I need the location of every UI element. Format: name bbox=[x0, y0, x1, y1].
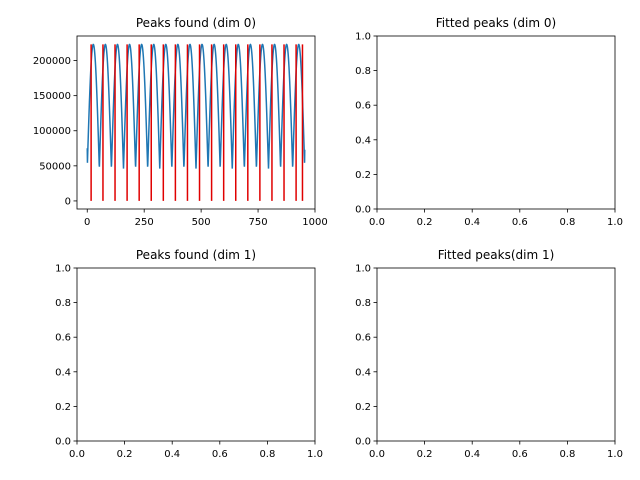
axes-frame bbox=[76, 267, 316, 442]
x-tick-label: 0.6 bbox=[212, 449, 228, 460]
x-tick-label: 0.0 bbox=[369, 449, 385, 460]
y-tick-label: 0.4 bbox=[355, 367, 371, 378]
x-tick-label: 250 bbox=[135, 217, 154, 228]
x-tick-label: 750 bbox=[249, 217, 268, 228]
x-tick-label: 500 bbox=[192, 217, 211, 228]
y-tick-label: 0.0 bbox=[355, 437, 371, 448]
y-tick-label: 0.6 bbox=[355, 333, 371, 344]
x-tick-label: 0.2 bbox=[417, 449, 433, 460]
y-tick-label: 0.8 bbox=[355, 298, 371, 309]
y-tick-label: 50000 bbox=[39, 161, 71, 172]
x-tick-label: 0.4 bbox=[164, 449, 180, 460]
axes-fitted-peaks-dim0: 0.0 0.2 0.4 0.6 0.8 1.0 0.0 0.2 0.4 0.6 0.8 1.0 bbox=[355, 32, 623, 229]
y-tick-label: 0.6 bbox=[355, 101, 371, 112]
x-tick-label: 0.6 bbox=[512, 449, 528, 460]
subplot-title: Peaks found (dim 1) bbox=[136, 248, 256, 262]
x-tick-label: 1.0 bbox=[307, 449, 323, 460]
y-tick-label: 0.2 bbox=[55, 402, 71, 413]
y-tick-label: 0.8 bbox=[55, 298, 71, 309]
axes-fitted-peaks-dim1: 0.0 0.2 0.4 0.6 0.8 1.0 0.0 0.2 0.4 0.6 0.8 1.0 bbox=[355, 264, 623, 461]
subplot-title: Fitted peaks (dim 0) bbox=[436, 16, 556, 30]
y-tick-label: 1.0 bbox=[55, 264, 71, 275]
x-tick-label: 0.8 bbox=[259, 449, 275, 460]
x-tick-label: 0.8 bbox=[559, 217, 575, 228]
axes-frame bbox=[376, 35, 616, 210]
x-tick-label: 0.0 bbox=[69, 449, 85, 460]
y-tick-label: 0.2 bbox=[355, 170, 371, 181]
x-tick-label: 0.0 bbox=[369, 217, 385, 228]
y-tick-label: 200000 bbox=[33, 56, 71, 67]
y-tick-label: 150000 bbox=[33, 91, 71, 102]
axes-peaks-found-dim1: 0.0 0.2 0.4 0.6 0.8 1.0 0.0 0.2 0.4 0.6 0.8 1.0 bbox=[55, 264, 323, 461]
y-tick-label: 1.0 bbox=[355, 32, 371, 43]
axes-peaks-found-dim0: 0 250 500 750 1000 0 50000 100000 150000 200000 bbox=[33, 35, 328, 228]
y-tick-label: 0.6 bbox=[55, 333, 71, 344]
signal-line bbox=[86, 43, 306, 169]
x-tick-label: 0 bbox=[84, 217, 90, 228]
x-tick-label: 0.2 bbox=[417, 217, 433, 228]
subplot-title: Fitted peaks(dim 1) bbox=[438, 248, 555, 262]
subplot-title: Peaks found (dim 0) bbox=[136, 16, 256, 30]
y-tick-label: 0.2 bbox=[355, 402, 371, 413]
y-tick-label: 0.0 bbox=[355, 205, 371, 216]
subplot-fitted-peaks-dim1: Fitted peaks(dim 1) 0.0 0.2 0.4 0.6 0.8 1.00.… bbox=[355, 248, 623, 460]
subplot-fitted-peaks-dim0: Fitted peaks (dim 0) 0.0 0.2 0.4 0.6 0.8 1.00… bbox=[355, 16, 623, 228]
x-tick-label: 0.8 bbox=[559, 449, 575, 460]
y-tick-label: 0.0 bbox=[55, 437, 71, 448]
y-tick-label: 0.8 bbox=[355, 66, 371, 77]
subplot-peaks-found-dim1: Peaks found (dim 1) 0.0 0.2 0.4 0.6 0.8 1.00.… bbox=[55, 248, 323, 460]
y-tick-label: 0.4 bbox=[355, 135, 371, 146]
y-tick-label: 0 bbox=[65, 196, 71, 207]
x-tick-label: 1.0 bbox=[607, 449, 623, 460]
x-tick-label: 0.4 bbox=[464, 449, 480, 460]
x-tick-label: 1000 bbox=[302, 217, 327, 228]
axes-frame bbox=[376, 267, 616, 442]
x-tick-label: 0.2 bbox=[117, 449, 133, 460]
axes-frame bbox=[76, 35, 316, 210]
x-tick-label: 0.4 bbox=[464, 217, 480, 228]
y-tick-label: 100000 bbox=[33, 126, 71, 137]
subplot-peaks-found-dim0: Peaks found (dim 0) 0 250 500 750 1000 0 50000… bbox=[33, 16, 328, 228]
x-tick-label: 0.6 bbox=[512, 217, 528, 228]
x-tick-label: 1.0 bbox=[607, 217, 623, 228]
y-tick-label: 0.4 bbox=[55, 367, 71, 378]
y-tick-label: 1.0 bbox=[355, 264, 371, 275]
